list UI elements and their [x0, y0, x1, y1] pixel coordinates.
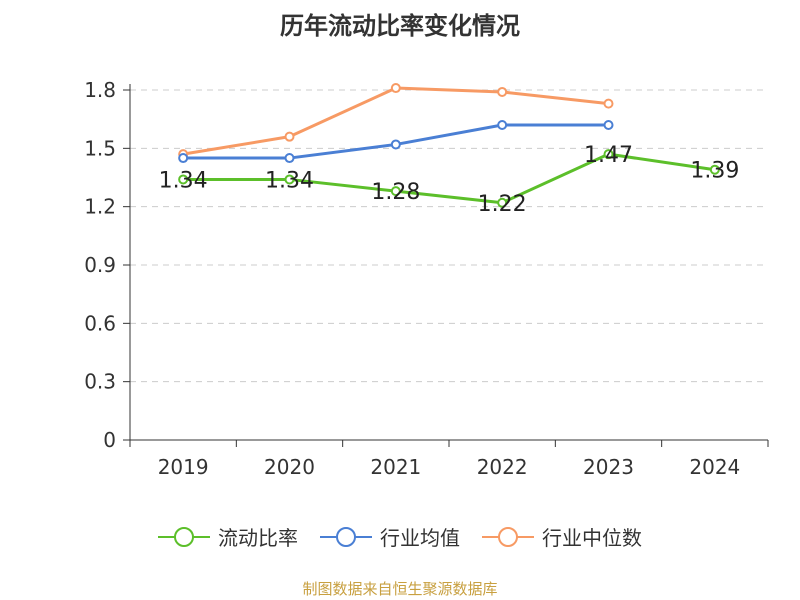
- data-point[interactable]: [390, 186, 401, 197]
- legend-label: 行业均值: [380, 526, 460, 550]
- data-labels: 1.34 1.34 1.28 1.22 1.47 1.39: [159, 143, 740, 217]
- legend-label: 流动比率: [218, 526, 298, 550]
- y-tick-label: 0: [103, 428, 116, 452]
- data-point[interactable]: [390, 83, 401, 94]
- x-tick-label: 2023: [583, 455, 634, 479]
- series-lines: [178, 83, 720, 208]
- data-point[interactable]: [284, 174, 295, 185]
- legend: 流动比率 行业均值 行业中位数: [0, 522, 800, 551]
- legend-item-2[interactable]: 行业中位数: [482, 522, 642, 551]
- x-tick-label: 2022: [477, 455, 528, 479]
- data-point[interactable]: [390, 139, 401, 150]
- data-point[interactable]: [603, 120, 614, 130]
- data-point[interactable]: [603, 149, 614, 160]
- legend-label: 行业中位数: [542, 526, 642, 550]
- data-point[interactable]: [497, 120, 508, 130]
- data-point[interactable]: [603, 98, 614, 109]
- data-point[interactable]: [497, 86, 508, 97]
- series-line-0: [183, 152, 716, 205]
- source-note: 制图数据来自恒生聚源数据库: [302, 580, 498, 598]
- x-tick-label: 2024: [689, 455, 740, 479]
- data-point[interactable]: [284, 153, 295, 164]
- data-point[interactable]: [497, 197, 508, 208]
- data-label: 1.47: [584, 143, 633, 168]
- chart-title: 历年流动比率变化情况: [280, 12, 520, 40]
- x-tick-label: 2020: [264, 455, 315, 479]
- legend-marker-icon: [320, 526, 372, 547]
- x-tick-label: 2021: [370, 455, 421, 479]
- y-tick-label: 1.5: [84, 136, 116, 160]
- y-tick-label: 0.9: [84, 253, 116, 277]
- y-tick-label: 0.6: [84, 311, 116, 335]
- data-label: 1.28: [371, 180, 420, 205]
- legend-marker-icon: [158, 526, 210, 547]
- data-label: 1.34: [159, 168, 208, 193]
- y-tick-label: 0.3: [84, 370, 116, 394]
- data-point[interactable]: [178, 153, 189, 164]
- data-point[interactable]: [178, 174, 189, 185]
- data-label: 1.34: [265, 168, 314, 193]
- legend-item-1[interactable]: 行业均值: [320, 522, 460, 551]
- y-tick-label: 1.2: [84, 195, 116, 219]
- x-tick-label: 2019: [158, 455, 209, 479]
- y-tick-label: 1.8: [84, 78, 116, 102]
- legend-item-0[interactable]: 流动比率: [158, 522, 298, 551]
- data-point[interactable]: [709, 164, 720, 175]
- data-label: 1.39: [690, 159, 739, 184]
- axes: 0 0.3 0.6 0.9 1.2 1.5 1.8 2019 2020 2021 2022 2023 2…: [84, 78, 769, 479]
- legend-marker-icon: [482, 526, 534, 547]
- data-label: 1.22: [478, 192, 527, 217]
- data-point[interactable]: [284, 131, 295, 142]
